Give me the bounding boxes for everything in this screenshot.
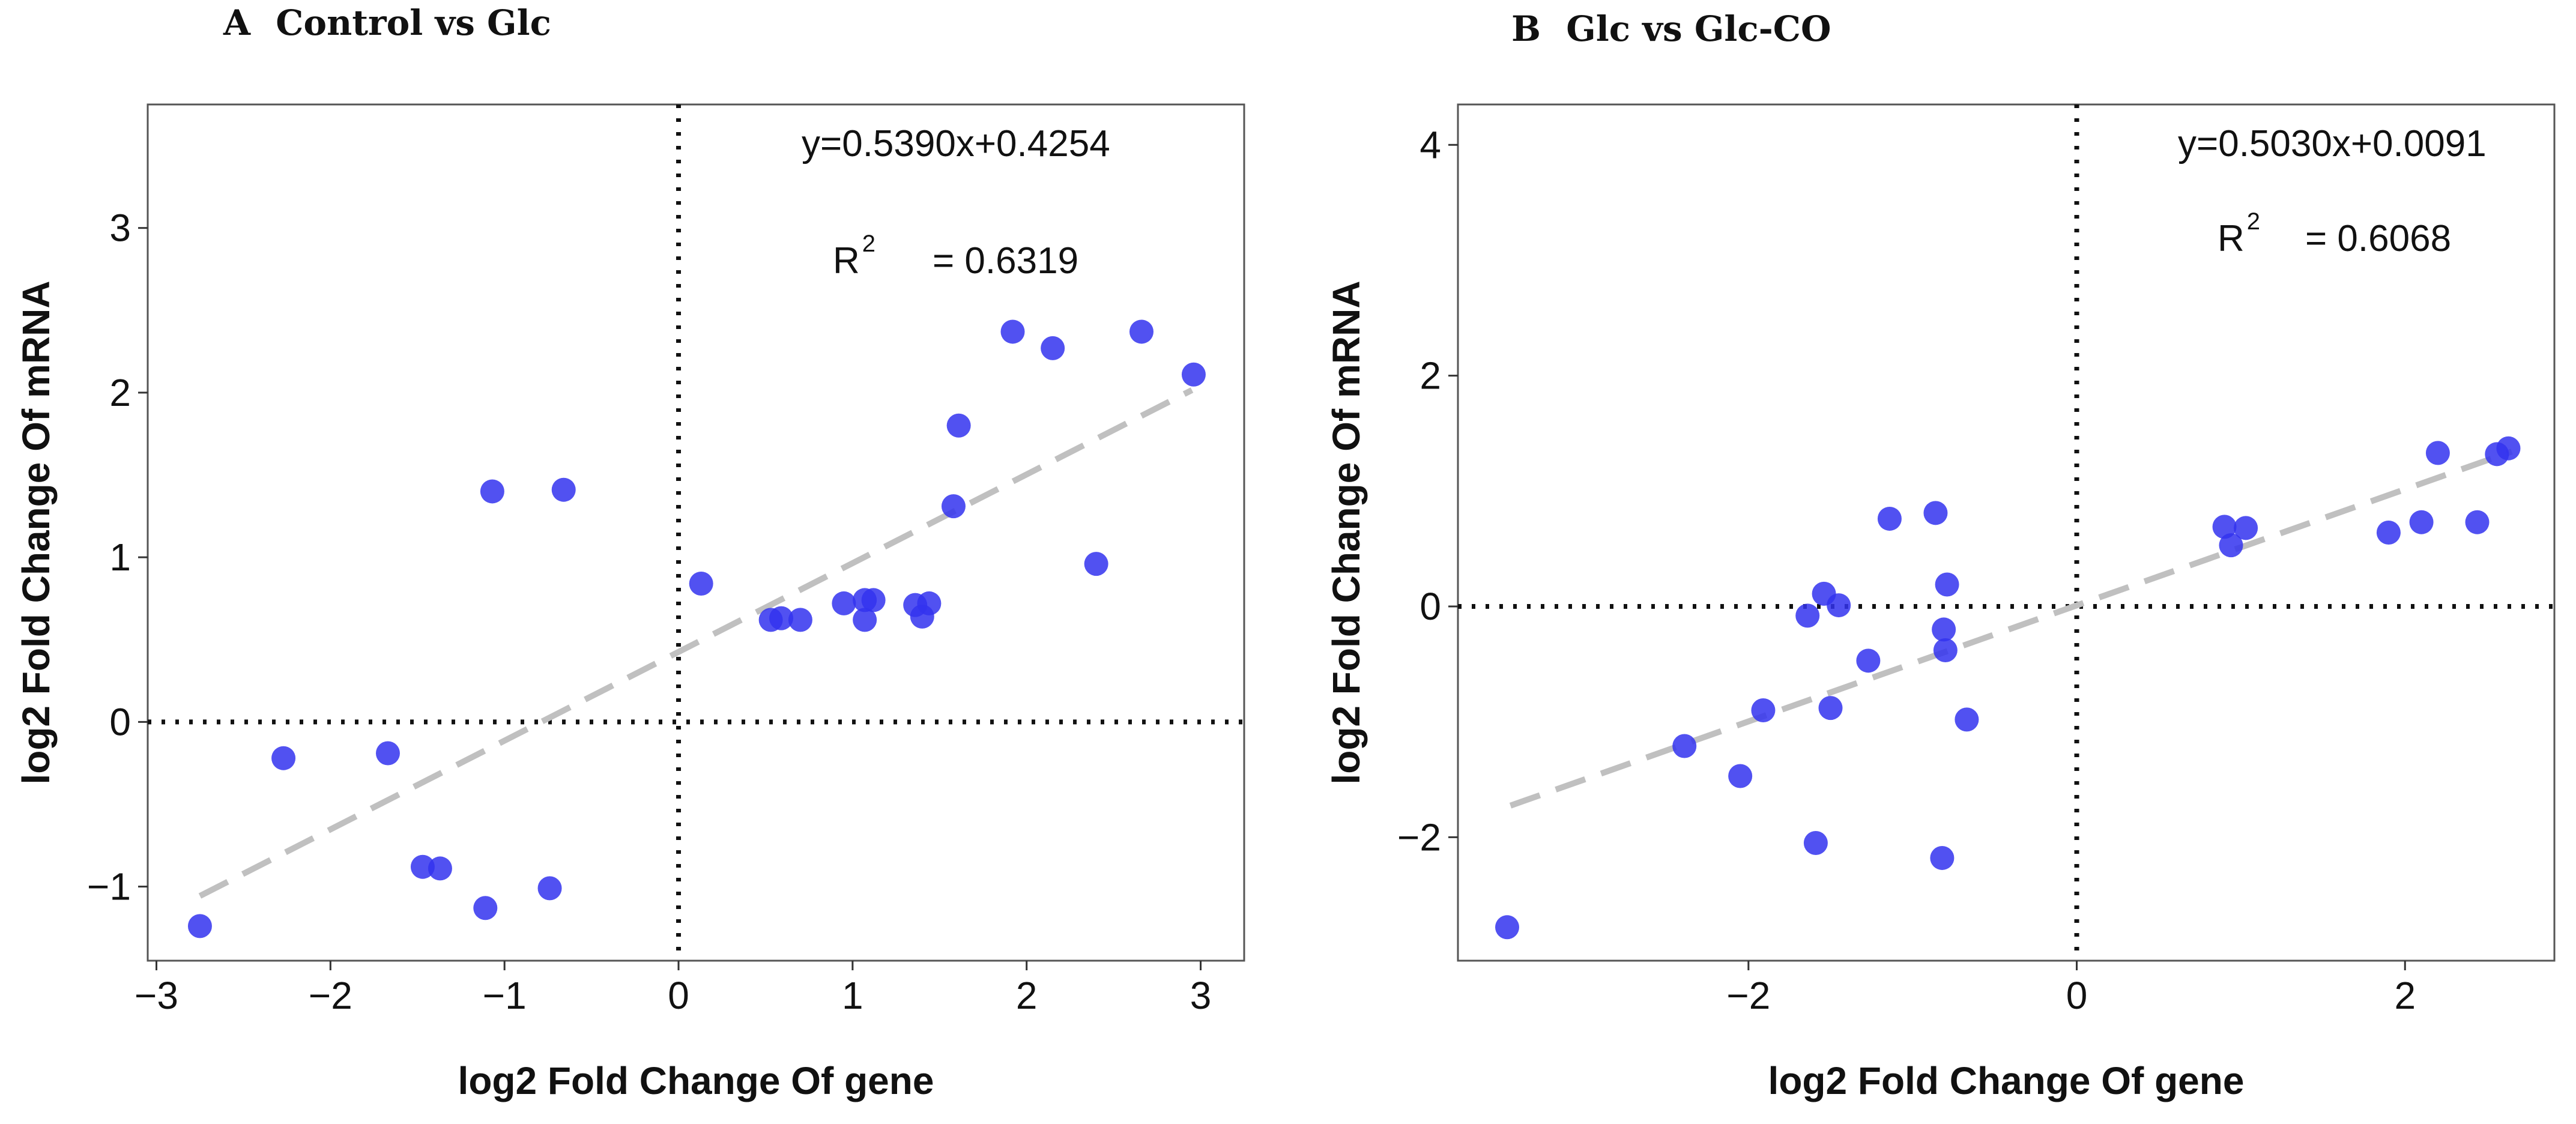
y-tick-label: 2 — [109, 371, 131, 414]
panel-b: B Glc vs Glc-CO −2 0 2 −2 0 2 4 log2 Fold Cha… — [1325, 8, 2556, 1102]
x-tick-label: 3 — [1190, 974, 1212, 1017]
data-point — [187, 914, 212, 938]
data-point — [1932, 617, 1956, 642]
data-point — [1000, 319, 1025, 344]
data-point — [2376, 521, 2401, 545]
data-point — [2425, 441, 2450, 465]
data-point — [832, 591, 856, 615]
panel-b-title: B Glc vs Glc-CO — [1511, 8, 1831, 49]
data-point — [1495, 915, 1520, 940]
x-tick-label: 2 — [1016, 974, 1038, 1017]
data-point — [689, 572, 713, 596]
panel-a-title-text: Control vs Glc — [276, 2, 551, 43]
x-tick-label: −2 — [309, 974, 352, 1017]
panel-b-y-ticks: −2 0 2 4 — [1397, 123, 1458, 859]
data-point — [375, 741, 400, 766]
panel-b-reference-lines — [1458, 104, 2554, 961]
panel-b-letter: B — [1511, 8, 1541, 49]
x-tick-label: 2 — [2394, 974, 2416, 1017]
panel-b-equation: y=0.5030x+0.0091 — [2178, 123, 2487, 165]
data-point — [428, 856, 452, 881]
data-point — [853, 608, 877, 632]
data-point — [1084, 552, 1108, 576]
y-tick-label: 0 — [109, 700, 131, 743]
data-point — [2219, 533, 2243, 558]
y-tick-label: −1 — [87, 865, 131, 908]
x-tick-label: −3 — [135, 974, 178, 1017]
y-tick-label: 3 — [109, 207, 131, 250]
data-point — [2496, 436, 2521, 461]
y-tick-label: 2 — [1420, 354, 1441, 397]
data-point — [1041, 336, 1065, 360]
data-point — [941, 494, 966, 519]
data-point — [769, 606, 794, 630]
data-point — [1751, 698, 1776, 722]
y-tick-label: 1 — [109, 536, 131, 579]
panel-a-letter: A — [223, 2, 251, 43]
data-point — [2465, 510, 2490, 534]
x-tick-label: −1 — [483, 974, 527, 1017]
panel-b-points — [1495, 436, 2521, 940]
data-point — [1923, 501, 1948, 525]
data-point — [1827, 593, 1851, 618]
panel-a-x-ticks: −3 −2 −1 0 1 2 3 — [135, 961, 1211, 1017]
panel-a-y-axis-label: log2 Fold Change Of mRNA — [14, 280, 58, 784]
x-tick-label: −2 — [1726, 974, 1770, 1017]
data-point — [1955, 707, 1979, 732]
y-tick-label: 4 — [1420, 123, 1441, 166]
panel-a-y-ticks: −1 0 1 2 3 — [87, 207, 148, 908]
data-point — [1930, 845, 1955, 870]
data-point — [537, 876, 562, 901]
data-point — [1728, 764, 1753, 788]
panel-b-r2-value: = 0.6068 — [2305, 218, 2451, 259]
data-point — [1933, 638, 1958, 663]
data-point — [1935, 572, 1959, 597]
panel-a-points — [187, 319, 1206, 938]
data-point — [551, 477, 576, 502]
data-point — [788, 608, 812, 632]
panel-b-title-text: Glc vs Glc-CO — [1566, 8, 1831, 49]
data-point — [1877, 506, 1902, 531]
data-point — [1856, 648, 1881, 673]
y-tick-label: 0 — [1420, 585, 1441, 628]
data-point — [1803, 830, 1828, 855]
panel-b-x-ticks: −2 0 2 — [1726, 961, 2416, 1017]
data-point — [2212, 515, 2237, 539]
panel-b-regression-line — [1509, 449, 2513, 809]
data-point — [917, 591, 942, 615]
panel-a-reference-lines — [148, 104, 1244, 961]
x-tick-label: 0 — [668, 974, 689, 1017]
data-point — [473, 896, 498, 920]
data-point — [946, 413, 971, 438]
data-point — [271, 746, 296, 770]
y-tick-label: −2 — [1397, 815, 1441, 859]
data-point — [1672, 734, 1697, 758]
panel-b-y-axis-label: log2 Fold Change Of mRNA — [1325, 280, 1368, 784]
data-point — [1795, 603, 1820, 628]
panel-a-x-axis-label: log2 Fold Change Of gene — [458, 1059, 934, 1102]
panel-a: A Control vs Glc −3 −2 −1 0 1 2 3 −1 0 1 2 3 log2 … — [14, 2, 1245, 1102]
panel-a-equation: y=0.5390x+0.4254 — [802, 123, 1110, 165]
data-point — [410, 854, 435, 879]
panel-a-plot-frame — [147, 103, 1245, 962]
data-point — [1818, 696, 1843, 721]
data-point — [480, 479, 504, 504]
x-tick-label: 0 — [2066, 974, 2088, 1017]
data-point — [2409, 510, 2434, 534]
panel-b-plot-frame — [1457, 103, 2556, 962]
x-tick-label: 1 — [842, 974, 863, 1017]
panel-a-title: A Control vs Glc — [223, 2, 551, 43]
data-point — [1129, 319, 1153, 344]
panel-a-r2-value: = 0.6319 — [933, 240, 1078, 282]
panel-a-regression-line — [198, 387, 1194, 899]
data-point — [861, 588, 886, 612]
data-point — [2234, 516, 2258, 540]
data-point — [1181, 362, 1206, 387]
panel-b-x-axis-label: log2 Fold Change Of gene — [1768, 1059, 2245, 1102]
